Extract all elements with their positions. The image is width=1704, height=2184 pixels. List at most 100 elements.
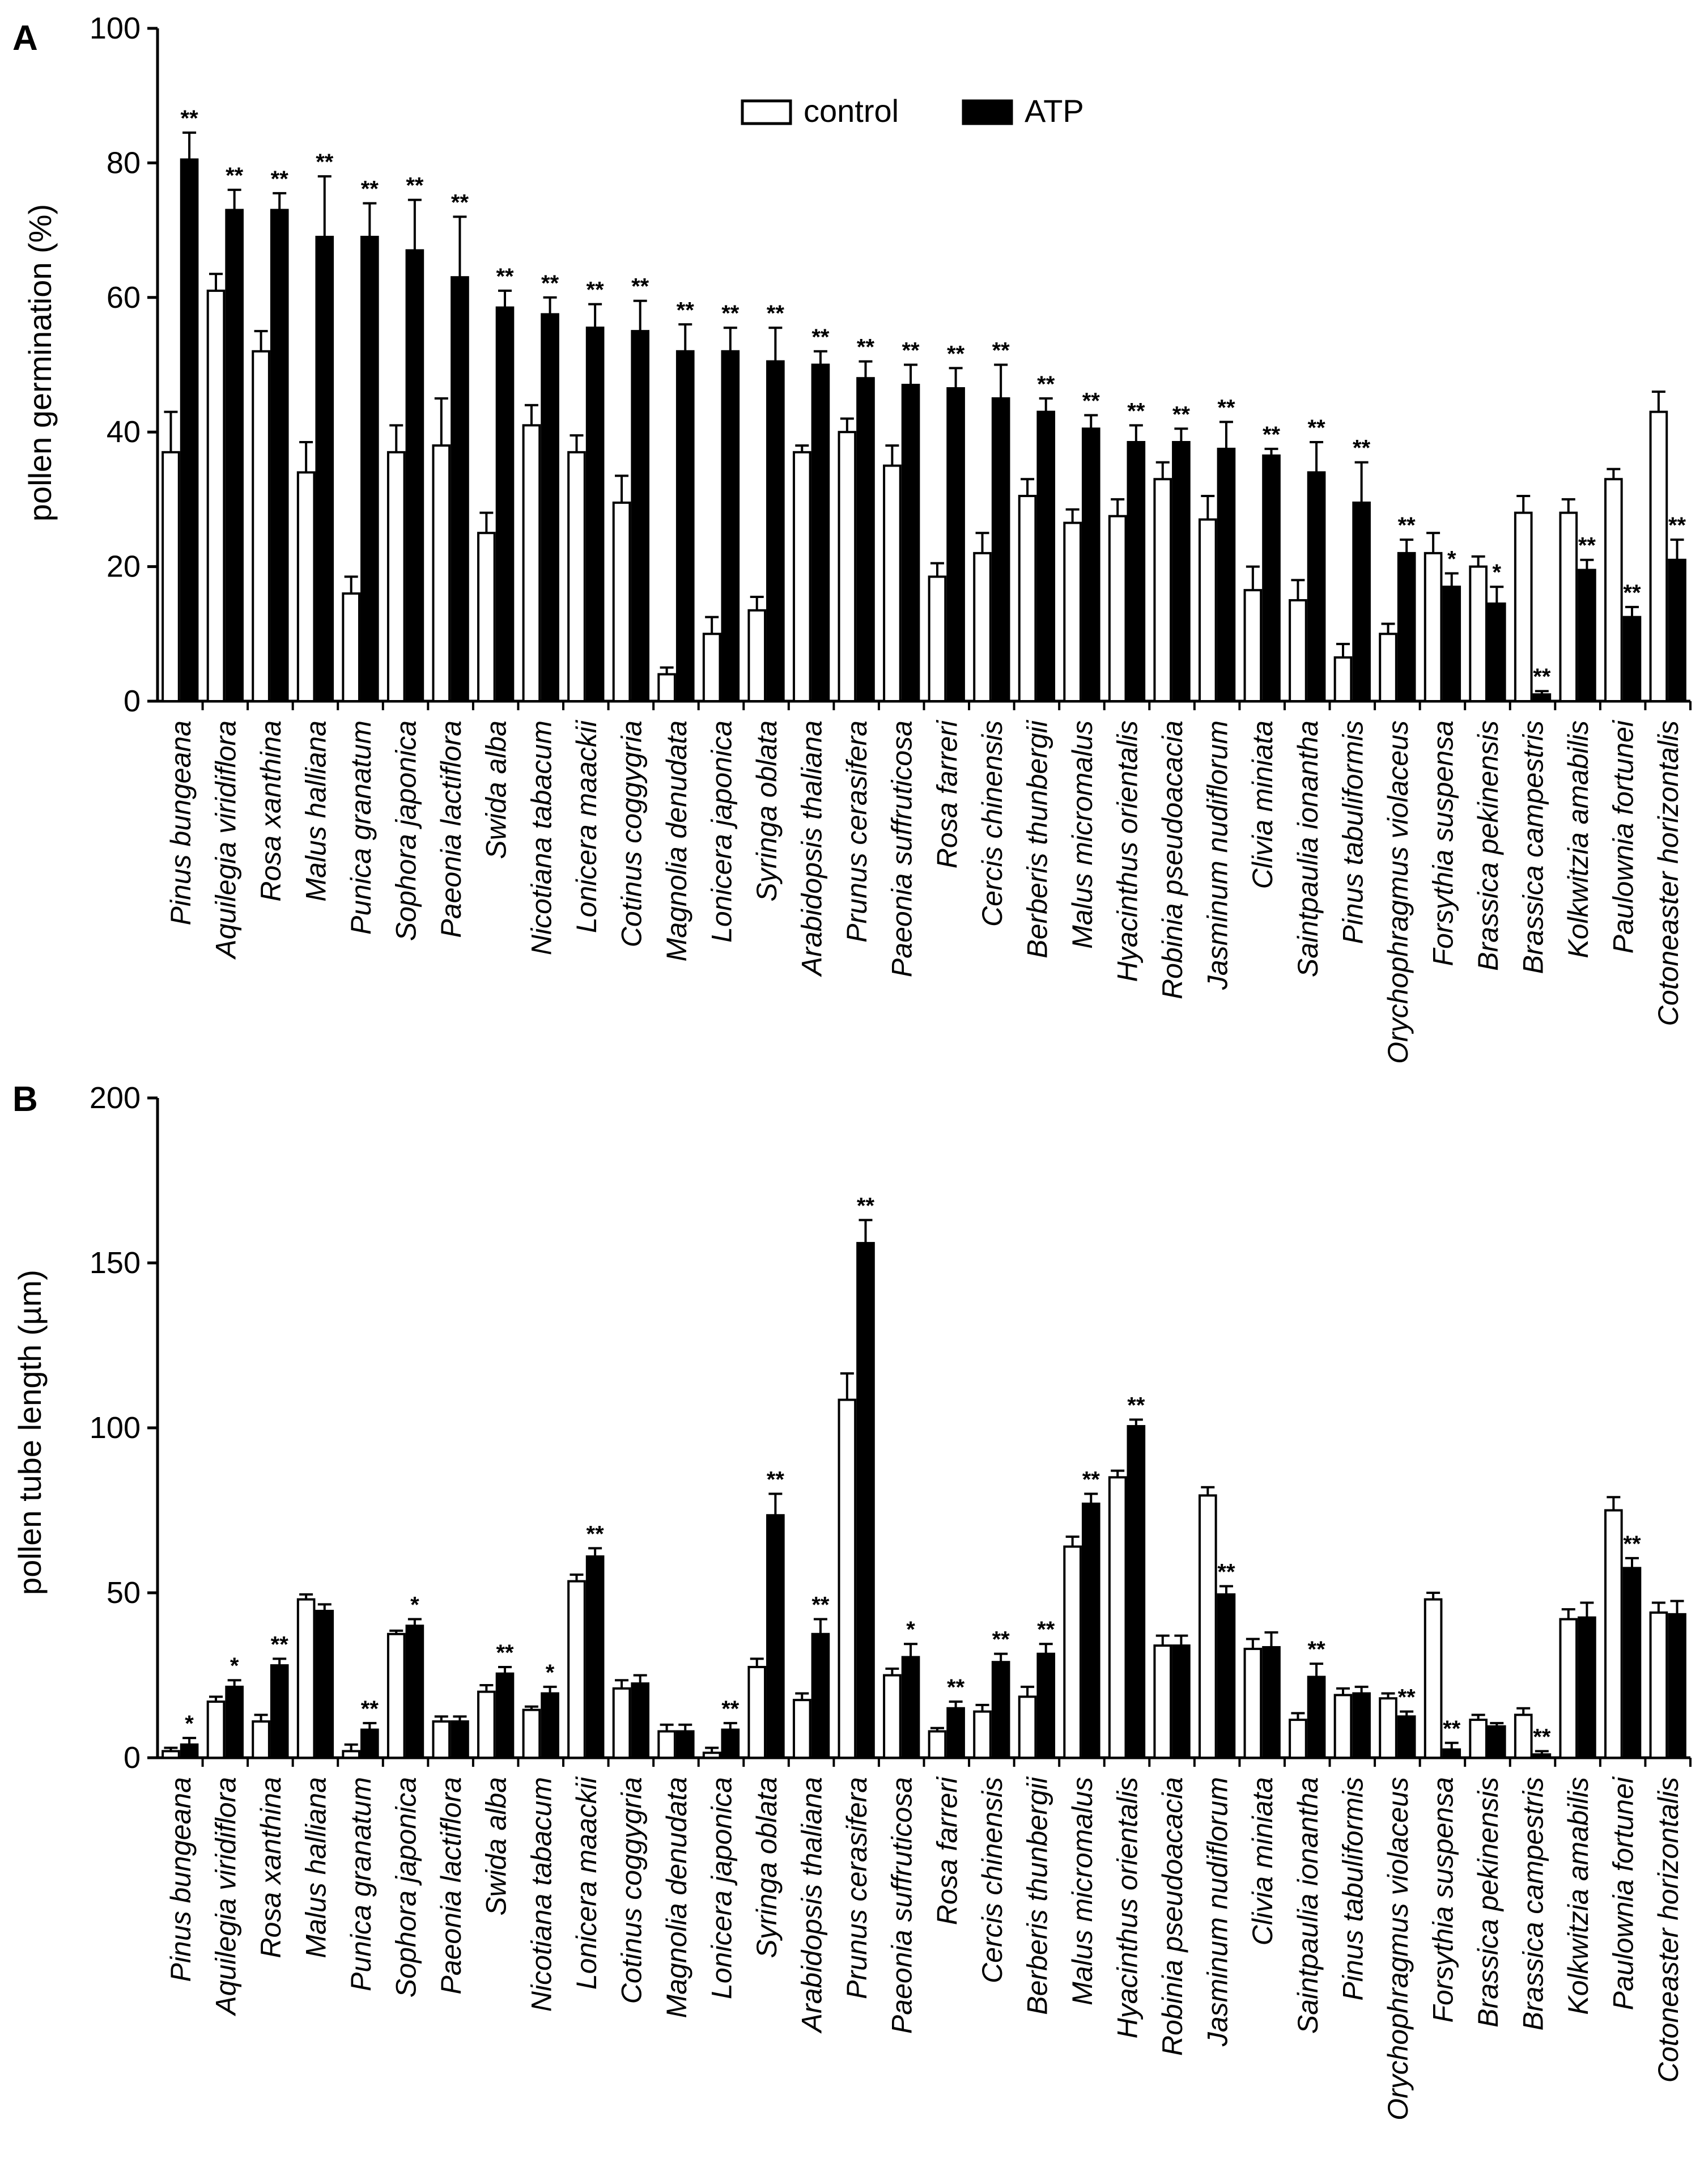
- panel-a-bar-atp-paeonia-lactiflora: [451, 276, 469, 702]
- panel-a-bar-control-lonicera-japonica: [702, 633, 721, 703]
- panel-a-bar-control-paeonia-suffruticosa: [883, 464, 902, 702]
- panel-b-significance-paulownia-fortunei: **: [1623, 1532, 1641, 1557]
- panel-a-significance-sophora-japonica: **: [406, 173, 424, 198]
- panel-b-bar-control-kolkwitzia-amabilis: [1559, 1618, 1578, 1759]
- panel-a-significance-cotoneaster-horizontalis: **: [1668, 513, 1686, 538]
- panel-b-bar-control-forsythia-suspensa: [1423, 1598, 1443, 1759]
- panel-b-bar-atp-prunus-cerasifera: [856, 1242, 875, 1759]
- panel-a-bar-atp-cotoneaster-horizontalis: [1668, 558, 1686, 702]
- panel-a-bar-atp-lonicera-maackii: [585, 326, 605, 702]
- panel-b-bar-control-malus-micromalus: [1063, 1545, 1082, 1759]
- panel-a-y-tick-label: 60: [107, 281, 141, 315]
- panel-b-category-label-malus-halliana: Malus halliana: [300, 1777, 332, 1958]
- panel-a-significance-lonicera-japonica: **: [721, 301, 740, 326]
- panel-b-bar-control-cotinus-coggygria: [612, 1687, 631, 1759]
- panel-a-significance-forsythia-suspensa: *: [1447, 546, 1456, 571]
- panel-a-significance-cotinus-coggygria: **: [631, 274, 649, 299]
- panel-a-category-label-clivia-miniata: Clivia miniata: [1247, 720, 1278, 889]
- panel-a-bar-control-magnolia-denudata: [657, 673, 676, 703]
- panel-a-significance-hyacinthus-orientalis: **: [1127, 398, 1145, 423]
- panel-a-category-label-saintpaulia-ionantha: Saintpaulia ionantha: [1292, 720, 1324, 977]
- panel-b-bar-atp-jasminum-nudiflorum: [1217, 1593, 1236, 1759]
- panel-b-significance-lonicera-maackii: **: [587, 1521, 605, 1546]
- panel-b-y-tick-label: 150: [90, 1246, 141, 1280]
- panel-a-bar-control-brassica-campestris: [1514, 511, 1533, 702]
- panel-a-significance-cercis-chinensis: **: [992, 338, 1010, 363]
- panel-a-category-label-pinus-bungeana: Pinus bungeana: [165, 720, 197, 925]
- panel-a-bar-control-aquilegia-viridiflora: [206, 289, 226, 702]
- panel-b-bar-control-prunus-cerasifera: [838, 1398, 857, 1759]
- panel-a-significance-paulownia-fortunei: **: [1623, 580, 1641, 605]
- panel-a-significance-aquilegia-viridiflora: **: [226, 163, 244, 188]
- panel-b-y-tick-label: 200: [90, 1081, 141, 1115]
- panel-b-significance-berberis-thunbergii: **: [1037, 1617, 1055, 1642]
- panel-a-category-label-hyacinthus-orientalis: Hyacinthus orientalis: [1112, 720, 1144, 982]
- panel-b-bar-atp-syringa-oblata: [766, 1514, 785, 1759]
- panel-a-y-tick-label: 0: [124, 684, 141, 718]
- panel-a-bar-control-cotoneaster-horizontalis: [1649, 410, 1668, 703]
- panel-b-significance-paeonia-suffruticosa: *: [906, 1617, 915, 1642]
- panel-b-bar-control-paulownia-fortunei: [1604, 1509, 1623, 1759]
- panel-a-bar-atp-paeonia-suffruticosa: [901, 384, 920, 702]
- panel-b-bar-control-cotoneaster-horizontalis: [1649, 1611, 1668, 1759]
- panel-b-category-label-paeonia-suffruticosa: Paeonia suffruticosa: [886, 1777, 918, 2034]
- panel-a-bar-atp-nicotiana-tabacum: [541, 313, 559, 702]
- panel-a-category-label-rosa-farreri: Rosa farreri: [931, 719, 963, 868]
- panel-a-bar-control-forsythia-suspensa: [1423, 552, 1443, 702]
- legend-control-label: control: [804, 93, 899, 129]
- panel-b-category-label-cercis-chinensis: Cercis chinensis: [976, 1777, 1008, 1983]
- panel-b-bar-atp-rosa-xanthina: [270, 1664, 289, 1759]
- panel-a-bar-atp-orychophragmus-violaceus: [1397, 552, 1416, 702]
- panel-a-bar-atp-saintpaulia-ionantha: [1307, 471, 1326, 702]
- panel-b-category-label-magnolia-denudata: Magnolia denudata: [661, 1777, 692, 2018]
- panel-a-bar-control-orychophragmus-violaceus: [1379, 633, 1397, 703]
- panel-a-category-label-pinus-tabuliformis: Pinus tabuliformis: [1337, 720, 1369, 944]
- panel-b-category-labels: Pinus bungeana Aquilegia viridiflora Rosa …: [165, 1776, 1684, 2121]
- panel-b-significance-sophora-japonica: *: [410, 1593, 419, 1618]
- panel-b-category-label-nicotiana-tabacum: Nicotiana tabacum: [525, 1777, 557, 2012]
- panel-b-bar-control-lonicera-maackii: [567, 1580, 586, 1759]
- panel-b-significance-rosa-farreri: **: [947, 1675, 965, 1700]
- panel-b-bar-control-punica-granatum: [342, 1750, 361, 1759]
- panel-b-significance-arabidopsis-thaliana: **: [811, 1593, 830, 1618]
- panel-b-bars: ************************* ************** *…: [162, 1193, 1686, 1759]
- panel-b-bar-atp-orychophragmus-violaceus: [1397, 1715, 1416, 1759]
- panel-a-category-label-syringa-oblata: Syringa oblata: [751, 720, 783, 902]
- panel-b-category-label-lonicera-japonica: Lonicera japonica: [706, 1777, 737, 1999]
- panel-a-bar-control-punica-granatum: [342, 592, 361, 702]
- panel-a-bar-atp-sophora-japonica: [405, 249, 424, 702]
- panel-b-bar-atp-paeonia-suffruticosa: [901, 1656, 920, 1759]
- panel-a-significance-brassica-pekinensis: *: [1493, 560, 1502, 585]
- panel-b-bar-control-saintpaulia-ionantha: [1289, 1719, 1307, 1759]
- panel-a-bar-atp-arabidopsis-thaliana: [811, 363, 830, 702]
- panel-a-bar-atp-brassica-campestris: [1532, 693, 1552, 703]
- panel-a-significance-magnolia-denudata: **: [677, 298, 695, 323]
- panel-a-significance-orychophragmus-violaceus: **: [1398, 513, 1416, 538]
- panel-a-significance-punica-granatum: **: [361, 177, 379, 202]
- panel-a-significance-malus-micromalus: **: [1082, 389, 1100, 414]
- panel-a-significance-kolkwitzia-amabilis: **: [1578, 533, 1596, 558]
- panel-b-bar-control-pinus-tabuliformis: [1333, 1694, 1353, 1759]
- panel-b-category-label-aquilegia-viridiflora: Aquilegia viridiflora: [210, 1777, 241, 2017]
- panel-b-category-label-prunus-cerasifera: Prunus cerasifera: [841, 1777, 873, 1999]
- panel-a-significance-prunus-cerasifera: **: [857, 335, 875, 360]
- panel-a-bar-atp-lonicera-japonica: [721, 350, 740, 702]
- panel-b-significance-swida-alba: **: [496, 1640, 514, 1665]
- panel-b-letter: B: [12, 1080, 38, 1119]
- panel-b-bar-atp-swida-alba: [495, 1672, 515, 1759]
- panel-b-bar-control-brassica-pekinensis: [1469, 1719, 1488, 1759]
- panel-a-bar-atp-rosa-farreri: [946, 387, 965, 702]
- panel-b-category-label-clivia-miniata: Clivia miniata: [1247, 1777, 1278, 1945]
- panel-b-bar-atp-aquilegia-viridiflora: [225, 1685, 244, 1759]
- panel-b-significance-forsythia-suspensa: **: [1443, 1716, 1461, 1741]
- panel-b-category-label-paeonia-lactiflora: Paeonia lactiflora: [435, 1777, 467, 1995]
- legend-atp-label: ATP: [1025, 93, 1084, 129]
- panel-b-bar-atp-sophora-japonica: [405, 1625, 424, 1759]
- panel-a-category-label-paeonia-lactiflora: Paeonia lactiflora: [435, 720, 467, 938]
- panel-a-bar-control-robinia-pseudoacacia: [1153, 478, 1172, 702]
- panel-a-bar-control-malus-halliana: [296, 471, 316, 702]
- panel-a-bar-atp-prunus-cerasifera: [856, 377, 875, 702]
- panel-a-significance-pinus-bungeana: **: [181, 106, 199, 131]
- panel-b-bar-atp-lonicera-maackii: [585, 1555, 605, 1759]
